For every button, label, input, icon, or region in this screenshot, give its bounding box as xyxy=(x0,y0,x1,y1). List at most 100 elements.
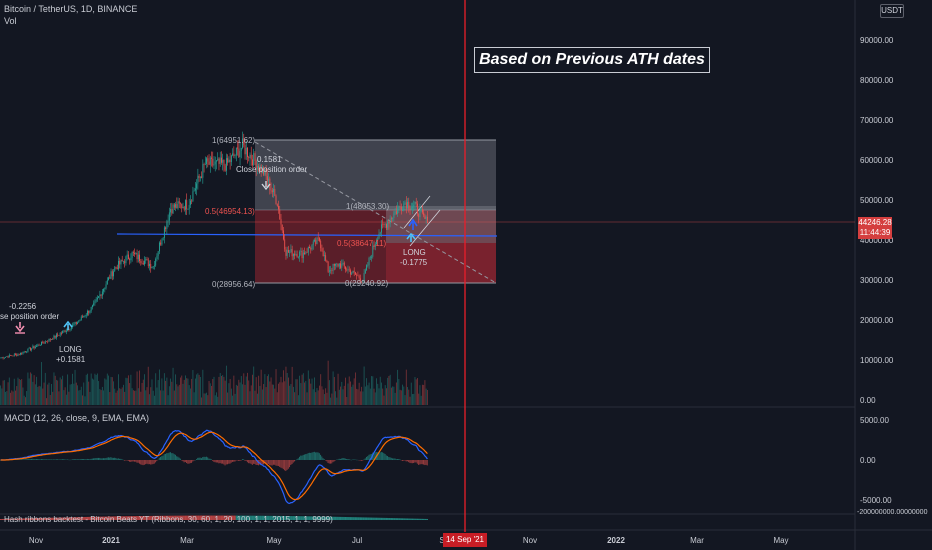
ribbon-segment xyxy=(341,516,343,520)
volume-bar xyxy=(82,395,83,405)
fib-diagonal-trend xyxy=(254,141,497,284)
candle-body xyxy=(207,158,209,162)
candle-body xyxy=(56,334,57,338)
ribbon-segment xyxy=(421,518,424,520)
macd-histogram-bar xyxy=(408,460,410,463)
right-buy-arrow-icon xyxy=(406,232,416,242)
candle-body xyxy=(219,157,221,164)
volume-bar xyxy=(314,377,315,405)
channel-line-lower[interactable] xyxy=(409,209,441,247)
volume-bar xyxy=(235,384,237,405)
volume-bar xyxy=(221,375,222,405)
volume-bar xyxy=(85,374,87,405)
macd-histogram-bar xyxy=(234,460,236,462)
volume-bar xyxy=(381,382,382,405)
ribbon-segment xyxy=(31,518,33,520)
fib-zone-right-lower[interactable] xyxy=(386,243,496,283)
candle-body xyxy=(258,165,260,171)
macd-histogram-bar xyxy=(100,458,102,460)
volume-bar xyxy=(155,373,157,405)
volume-bar xyxy=(361,386,363,405)
volume-bar xyxy=(60,379,62,405)
volume-bar xyxy=(12,391,14,405)
volume-bar xyxy=(413,393,415,405)
ribbon-segment xyxy=(158,515,161,520)
volume-bar xyxy=(395,382,397,405)
ribbon-title[interactable]: Hash ribbons backtest - Bitcoin Beats YT… xyxy=(4,515,333,524)
volume-bar xyxy=(367,385,369,405)
volume-bar xyxy=(256,393,258,405)
ribbon-segment xyxy=(358,517,360,520)
volume-bar xyxy=(42,388,44,405)
macd-histogram-bar xyxy=(71,459,73,460)
candle-body xyxy=(317,237,319,239)
ribbon-segment xyxy=(361,517,363,520)
candle-body xyxy=(57,334,59,336)
volume-bar xyxy=(405,369,407,405)
volume-bar xyxy=(366,378,368,405)
ribbon-segment xyxy=(356,517,358,520)
callout-box[interactable]: Based on Previous ATH dates xyxy=(474,47,710,73)
volume-bar xyxy=(275,369,277,405)
macd-histogram-bar xyxy=(261,460,263,465)
macd-histogram-bar xyxy=(413,460,415,463)
ribbon-segment xyxy=(364,517,366,520)
channel-line-upper[interactable] xyxy=(403,195,431,229)
ribbon-segment xyxy=(392,518,394,520)
volume-bar xyxy=(263,384,265,405)
ribbon-segment xyxy=(84,516,86,520)
ribbon-segment xyxy=(191,515,193,520)
candlesticks[interactable] xyxy=(0,131,428,360)
macd-histogram-bar xyxy=(109,457,111,460)
ribbon-segment xyxy=(174,515,177,520)
macd-histogram-bar xyxy=(86,458,88,460)
macd-title[interactable]: MACD (12, 26, close, 9, EMA, EMA) xyxy=(4,413,150,423)
volume-bar xyxy=(296,379,298,405)
currency-badge[interactable]: USDT xyxy=(880,4,904,18)
candle-body xyxy=(47,341,49,343)
volume-bar xyxy=(245,376,247,405)
signal-line xyxy=(0,431,428,501)
macd-histogram-bar xyxy=(277,460,279,467)
ribbon-segment xyxy=(69,517,71,520)
volume-bar xyxy=(29,372,31,405)
volume-bar xyxy=(48,382,50,405)
macd-histogram-bar xyxy=(76,459,78,460)
candle-body xyxy=(295,254,297,256)
ribbon-segment xyxy=(321,516,323,520)
volume-bar xyxy=(394,392,396,405)
volume-bar xyxy=(415,379,417,405)
macd-histogram-bar xyxy=(253,460,255,464)
date-marker-tag: 14 Sep '21 xyxy=(443,533,487,547)
ribbon-segment xyxy=(166,515,168,520)
macd-histogram-bar xyxy=(279,460,281,467)
volume-bar xyxy=(304,382,305,405)
volume-bar xyxy=(98,381,100,405)
macd-histogram-bar xyxy=(117,458,119,460)
ribbon-segment xyxy=(121,516,123,520)
candle-body xyxy=(196,183,198,189)
macd-histogram-bar xyxy=(212,460,214,461)
volume-bar xyxy=(249,391,251,405)
macd-histogram-bar xyxy=(34,459,36,460)
candle-body xyxy=(46,341,47,343)
macd-histogram-bar xyxy=(250,460,252,464)
ribbon-segment xyxy=(244,515,246,520)
ribbon-segment xyxy=(124,516,126,520)
fib-zone-upper[interactable] xyxy=(255,140,496,210)
candle-body xyxy=(404,202,406,204)
volume-bar xyxy=(369,388,371,405)
volume-bar xyxy=(312,389,314,405)
time-tick-label: Jul xyxy=(351,536,363,545)
ribbon-segment xyxy=(243,515,245,520)
volume-bar xyxy=(383,395,385,405)
ribbon-segment xyxy=(343,516,345,520)
macd-histogram-bar xyxy=(367,456,369,460)
macd-histogram-bar xyxy=(156,460,158,462)
support-line[interactable] xyxy=(116,233,498,237)
candle-body xyxy=(328,270,330,272)
volume-bar xyxy=(354,372,356,405)
fib-zone-right-upper[interactable] xyxy=(386,206,496,243)
ribbon-segment xyxy=(311,516,313,520)
